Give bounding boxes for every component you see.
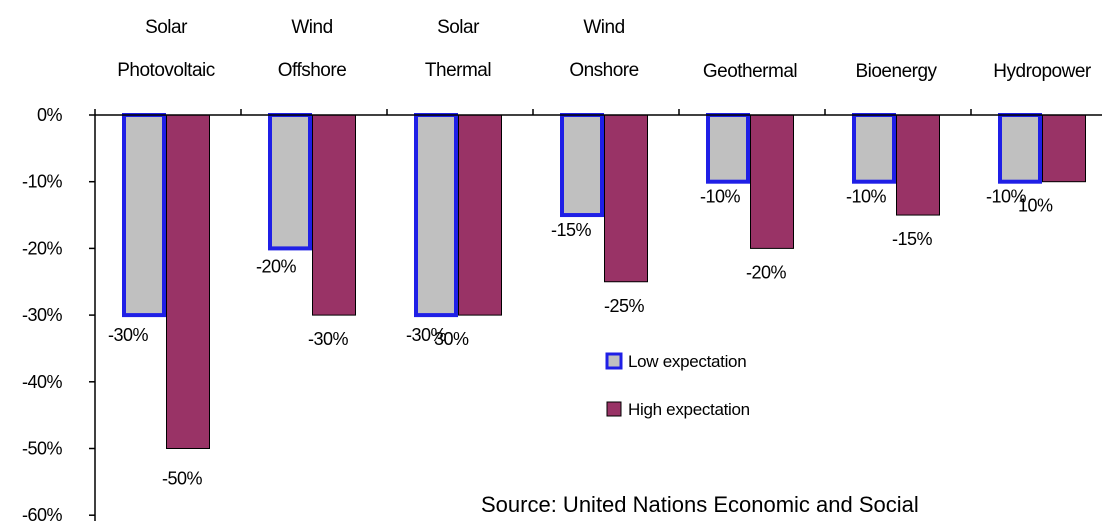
category-label-bioenergy-line-1: Bioenergy — [855, 61, 937, 82]
legend: Low expectation High expectation — [605, 352, 750, 419]
legend-swatch-low-expectation — [605, 352, 623, 370]
data-label-low-expectation-bioenergy: -10% — [846, 187, 887, 207]
data-label-high-expectation-wind-onshore: -25% — [604, 296, 645, 316]
bar-low-expectation-solar-photovoltaic — [122, 113, 166, 318]
bar-low-expectation-solar-thermal — [414, 113, 458, 318]
y-tick-label--20-: -20% — [22, 238, 63, 258]
bar-low-expectation-wind-offshore — [268, 113, 312, 251]
data-label-high-expectation-solar-photovoltaic: -50% — [162, 469, 203, 489]
category-label-solar-thermal-line-1: Solar — [437, 17, 480, 38]
data-label-high-expectation-solar-thermal: 30% — [434, 329, 469, 349]
legend-swatch-high-expectation — [606, 401, 622, 417]
y-tick-labels: 0% -10% -20% -30% -40% -50% -60% — [22, 105, 63, 521]
data-label-low-expectation-solar-photovoltaic: -30% — [108, 325, 149, 345]
bar-high-expectation-solar-thermal — [458, 114, 502, 316]
category-label-geothermal-line-1: Geothermal — [703, 61, 797, 82]
category-label-solar-photovoltaic-line-1: Solar — [145, 17, 188, 38]
data-label-high-expectation-bioenergy: -15% — [892, 229, 933, 249]
axes-layer — [89, 109, 1102, 521]
bar-high-expectation-wind-onshore — [604, 114, 648, 283]
y-tick-label--60-: -60% — [22, 505, 63, 521]
data-label-low-expectation-wind-onshore: -15% — [551, 220, 592, 240]
legend-label-low-expectation: Low expectation — [628, 352, 746, 371]
category-label-solar-thermal-line-2: Thermal — [425, 60, 491, 81]
category-label-wind-offshore-line-2: Offshore — [278, 60, 347, 81]
data-labels: -30%-50%-20%-30% -30%30%-15%-25%-10%-20%-… — [108, 187, 1054, 489]
bar-low-expectation-wind-onshore — [560, 113, 604, 218]
category-label-wind-onshore-line-1: Wind — [583, 17, 624, 38]
y-tick-label--40-: -40% — [22, 372, 63, 392]
source-note: Source: United Nations Economic and Soci… — [481, 492, 919, 517]
bar-low-expectation-geothermal — [706, 113, 750, 184]
category-labels: Solar Photovoltaic Wind Offshore Solar Therma… — [117, 17, 1092, 82]
y-tick-label-0-: 0% — [37, 105, 63, 125]
data-label-low-expectation-hydropower: -10% — [986, 187, 1027, 207]
data-label-low-expectation-geothermal: -10% — [700, 187, 741, 207]
category-label-wind-offshore-line-1: Wind — [291, 17, 332, 38]
category-label-hydropower-line-1: Hydropower — [993, 61, 1092, 82]
data-label-high-expectation-geothermal: -20% — [746, 262, 787, 282]
bars-layer — [122, 113, 1086, 449]
bar-high-expectation-bioenergy — [896, 114, 940, 216]
bar-high-expectation-solar-photovoltaic — [166, 114, 210, 449]
y-tick-label--50-: -50% — [22, 439, 63, 459]
data-label-low-expectation-wind-offshore: -20% — [256, 256, 297, 276]
bar-high-expectation-hydropower — [1042, 114, 1086, 183]
bar-high-expectation-geothermal — [750, 114, 794, 249]
y-tick-label--10-: -10% — [22, 172, 63, 192]
bar-low-expectation-hydropower — [998, 113, 1042, 184]
category-label-solar-photovoltaic-line-2: Photovoltaic — [117, 60, 215, 81]
category-label-wind-onshore-line-2: Onshore — [569, 60, 638, 81]
bar-low-expectation-bioenergy — [852, 113, 896, 184]
data-label-low-expectation-solar-thermal: -30% — [406, 325, 447, 345]
data-label-high-expectation-wind-offshore: -30% — [308, 329, 349, 349]
legend-label-high-expectation: High expectation — [628, 400, 750, 419]
data-label-high-expectation-hydropower: 10% — [1018, 196, 1053, 216]
y-tick-label--30-: -30% — [22, 305, 63, 325]
bar-high-expectation-wind-offshore — [312, 114, 356, 316]
